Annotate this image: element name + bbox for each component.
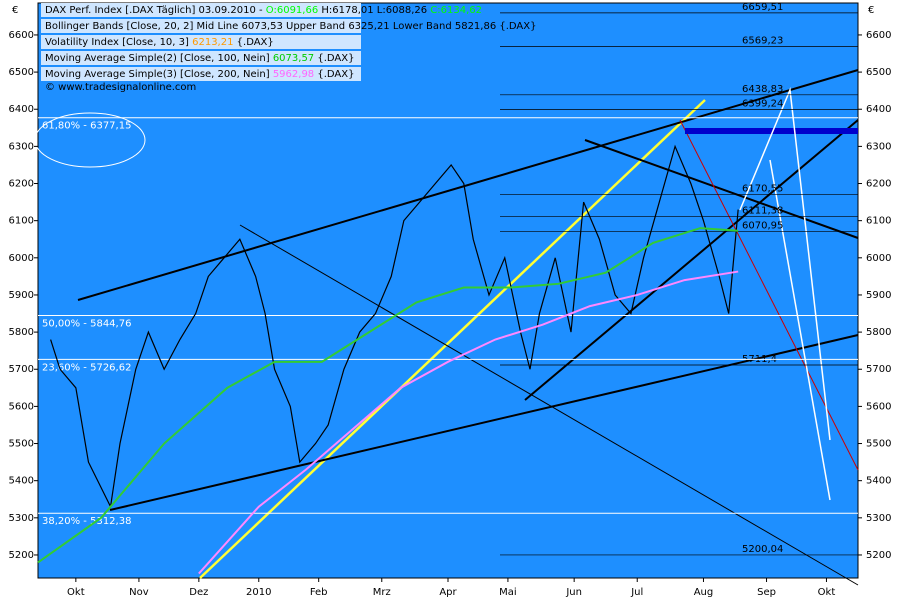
zone bbox=[685, 128, 858, 134]
legend-segment: 6213,21 bbox=[192, 37, 233, 48]
plot-area bbox=[37, 2, 859, 579]
level-label: 6659,51 bbox=[742, 2, 783, 13]
x-tick-label: Sep bbox=[757, 587, 776, 598]
fib-label: 50,00% - 5844,76 bbox=[42, 318, 131, 329]
legend-row bbox=[41, 19, 361, 33]
legend-segment: O:6091,66 bbox=[266, 5, 318, 16]
y-tick-label: 5600 bbox=[866, 401, 891, 412]
x-tick-label: Mrz bbox=[373, 587, 391, 598]
x-tick-label: Apr bbox=[439, 587, 457, 598]
fib-label: 38,20% - 5312,38 bbox=[42, 516, 131, 527]
x-tick-label: Dez bbox=[189, 587, 208, 598]
fib-label: 23,60% - 5726,62 bbox=[42, 362, 131, 373]
y-tick-label: 5900 bbox=[866, 290, 891, 301]
price-line bbox=[198, 270, 739, 575]
x-tick-label: Aug bbox=[694, 587, 714, 598]
legend-segment: C:6134,62 bbox=[430, 5, 482, 16]
x-tick-label: Mai bbox=[499, 587, 517, 598]
forecast-arrow bbox=[739, 87, 831, 441]
legend-segment: {.DAX} bbox=[233, 37, 273, 48]
legend-row bbox=[41, 3, 361, 17]
y-tick-label: 5500 bbox=[9, 439, 34, 450]
y-tick-label: 6000 bbox=[9, 253, 34, 264]
level-label: 6170,55 bbox=[742, 183, 783, 194]
trend-line bbox=[524, 119, 859, 401]
price-line bbox=[50, 144, 739, 509]
y-tick-label: 5900 bbox=[9, 290, 34, 301]
y-tick-label: 6600 bbox=[9, 30, 34, 41]
legend-segment: Moving Average Simple(3) [Close, 200, Ne… bbox=[45, 69, 273, 80]
legend-segment: 6073,57 bbox=[273, 53, 314, 64]
legend-segment: DAX Perf. Index [.DAX Täglich] 03.09.201… bbox=[45, 5, 266, 16]
currency-left: € bbox=[12, 5, 18, 16]
y-tick-label: 5300 bbox=[9, 513, 34, 524]
y-tick-label: 6500 bbox=[866, 67, 891, 78]
legend-entry: Moving Average Simple(3) [Close, 200, Ne… bbox=[45, 69, 354, 80]
level-label: 6438,83 bbox=[742, 84, 783, 95]
currency-right: € bbox=[868, 5, 874, 16]
x-tick-label: 2010 bbox=[246, 587, 271, 598]
level-label: 6569,23 bbox=[742, 35, 783, 46]
x-tick-label: Okt bbox=[818, 587, 836, 598]
y-tick-label: 5800 bbox=[9, 327, 34, 338]
y-tick-label: 5500 bbox=[866, 439, 891, 450]
copyright: © www.tradesignalonline.com bbox=[45, 82, 196, 93]
y-tick-label: 5800 bbox=[866, 327, 891, 338]
price-line bbox=[37, 227, 739, 564]
y-tick-label: 6300 bbox=[9, 141, 34, 152]
legend-segment: 5962,98 bbox=[273, 69, 314, 80]
y-tick-label: 5400 bbox=[9, 476, 34, 487]
y-tick-label: 6400 bbox=[9, 104, 34, 115]
level-label: 6111,38 bbox=[742, 205, 783, 216]
y-tick-label: 5200 bbox=[866, 550, 891, 561]
y-tick-label: 5600 bbox=[9, 401, 34, 412]
y-tick-label: 5700 bbox=[866, 364, 891, 375]
y-tick-label: 6400 bbox=[866, 104, 891, 115]
trend-line bbox=[679, 119, 859, 471]
x-tick-label: Jul bbox=[630, 587, 643, 598]
y-tick-label: 6600 bbox=[866, 30, 891, 41]
level-label: 6070,95 bbox=[742, 220, 783, 231]
legend-entry: Bollinger Bands [Close, 20, 2] Mid Line … bbox=[45, 21, 537, 32]
y-tick-label: 6300 bbox=[866, 141, 891, 152]
x-tick-label: Feb bbox=[310, 587, 328, 598]
legend-segment: H:6178,01 L:6088,26 bbox=[318, 5, 430, 16]
fib-label: 61,80% - 6377,15 bbox=[42, 121, 131, 132]
x-tick-label: Okt bbox=[67, 587, 85, 598]
y-tick-label: 5200 bbox=[9, 550, 34, 561]
x-tick-label: Jun bbox=[565, 587, 582, 598]
y-tick-label: 6500 bbox=[9, 67, 34, 78]
trend-line bbox=[239, 224, 859, 586]
y-tick-label: 5300 bbox=[866, 513, 891, 524]
legend-segment: Moving Average Simple(2) [Close, 100, Ne… bbox=[45, 53, 273, 64]
legend-row bbox=[41, 51, 361, 65]
legend-segment: Bollinger Bands [Close, 20, 2] Mid Line … bbox=[45, 21, 537, 32]
legend-row bbox=[41, 35, 361, 49]
legend-segment: {.DAX} bbox=[314, 53, 354, 64]
trend-line bbox=[77, 69, 859, 301]
annotation-ellipse bbox=[34, 112, 146, 168]
x-tick-label: Nov bbox=[129, 587, 149, 598]
trend-line bbox=[199, 99, 706, 579]
y-tick-label: 5700 bbox=[9, 364, 34, 375]
y-tick-label: 6100 bbox=[9, 216, 34, 227]
y-tick-label: 6100 bbox=[866, 216, 891, 227]
legend-entry: Moving Average Simple(2) [Close, 100, Ne… bbox=[45, 53, 354, 64]
trend-line bbox=[109, 334, 859, 511]
legend-segment: Volatility Index [Close, 10, 3] bbox=[45, 37, 192, 48]
level-label: 5200,04 bbox=[742, 544, 783, 555]
y-tick-label: 5400 bbox=[866, 476, 891, 487]
y-tick-label: 6000 bbox=[866, 253, 891, 264]
legend-entry: DAX Perf. Index [.DAX Täglich] 03.09.201… bbox=[45, 5, 482, 16]
trend-line bbox=[584, 139, 859, 239]
legend-segment: {.DAX} bbox=[314, 69, 354, 80]
legend-entry: Volatility Index [Close, 10, 3] 6213,21 … bbox=[45, 37, 274, 48]
level-label: 6399,24 bbox=[742, 99, 783, 110]
y-tick-label: 6200 bbox=[866, 179, 891, 190]
y-tick-label: 6200 bbox=[9, 179, 34, 190]
legend-row bbox=[41, 67, 361, 81]
